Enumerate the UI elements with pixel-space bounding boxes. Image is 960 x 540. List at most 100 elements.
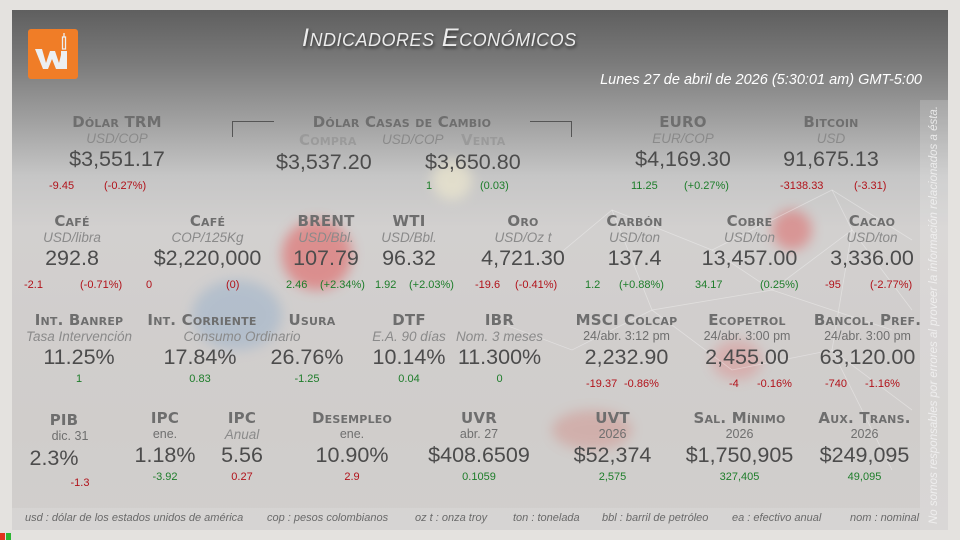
indicator-change: -740 (825, 378, 848, 390)
indicator-unit: Nom. 3 meses (455, 329, 544, 344)
indicator-change-pct: (+0.88%) (619, 279, 664, 291)
indicator-title: UVT (595, 409, 630, 427)
indicator-title: UVR (461, 409, 497, 427)
indicator-value: 11.300% (457, 345, 542, 369)
indicator-change-pct: (+0.27%) (684, 180, 729, 192)
bokeh-decoration (772, 210, 812, 250)
indicator-unit: COP/125Kg (171, 230, 244, 245)
indicator-value: 2,455.00 (705, 345, 789, 369)
indicator-change: 2.46 (286, 279, 308, 291)
indicator-carbon: Carbón USD/ton 137.4 (592, 213, 677, 271)
indicator-value: 5.56 (221, 443, 263, 467)
indicator-title: Sal. Mínimo (693, 409, 786, 427)
indicator-unit: USD/Bbl. (381, 230, 437, 245)
indicator-change: 2,575 (598, 471, 627, 483)
indicator-unit: Tasa Intervención (25, 329, 133, 344)
wi-candlestick-logo-icon (35, 33, 67, 69)
indicator-change: 49,095 (847, 471, 882, 483)
indicator-dolar-casas: Dólar Casas de Cambio (272, 114, 532, 131)
indicator-value: 96.32 (382, 246, 436, 270)
indicator-timestamp: 24/abr. 3:12 pm (583, 329, 670, 343)
indicator-uvr: UVR abr. 27 $408.6509 0.1059 (419, 410, 539, 484)
indicator-date: 2026 (725, 427, 754, 441)
indicator-value: 63,120.00 (819, 345, 916, 369)
indicator-salario-minimo: Sal. Mínimo 2026 $1,750,905 327,405 (677, 410, 802, 484)
indicator-title: DTF (392, 311, 426, 329)
indicator-change: 34.17 (695, 279, 723, 291)
indicator-euro: EURO EUR/COP $4,169.30 (618, 114, 748, 172)
indicator-unit: USD/libra (43, 230, 101, 245)
indicator-value: $1,750,905 (685, 443, 794, 467)
indicator-title: Aux. Trans. (818, 409, 911, 427)
indicator-cafe-cop: Café COP/125Kg $2,220,000 (145, 213, 270, 271)
compra-label: Compra (299, 131, 357, 149)
indicator-value: $3,551.17 (69, 147, 165, 171)
indicator-int-corriente: Int. Corriente (142, 312, 262, 329)
legend-item: nom : nominal (850, 512, 920, 524)
indicator-change: 0.04 (398, 373, 420, 385)
indicator-ipc-mensual: IPC ene. 1.18% -3.92 (120, 410, 210, 484)
bokeh-decoration (282, 220, 352, 290)
indicator-change: 327,405 (719, 471, 760, 483)
bracket-right (530, 121, 572, 137)
indicator-value: 2.3% (29, 446, 79, 470)
indicator-value: 17.84% (163, 345, 237, 369)
indicator-oro: Oro USD/Oz t 4,721.30 (468, 213, 578, 271)
indicator-date: abr. 27 (459, 427, 499, 441)
indicator-value: $2,220,000 (153, 246, 262, 270)
bokeh-decoration (712, 340, 762, 380)
indicator-cacao: Cacao USD/ton 3,336.00 (817, 213, 927, 271)
indicator-change-pct: (+2.34%) (320, 279, 365, 291)
indicator-timestamp: 24/abr. 3:00 pm (824, 329, 911, 343)
indicator-title: Int. Corriente (147, 311, 257, 329)
legend-item: oz t : onza troy (415, 512, 488, 524)
indicator-change-pct: (-0.41%) (515, 279, 558, 291)
indicator-cobre: Cobre USD/ton 13,457.00 (692, 213, 807, 271)
indicator-title: BRENT (297, 212, 355, 230)
indicator-change: 0.27 (231, 471, 253, 483)
indicator-change: -3138.33 (780, 180, 824, 192)
indicator-change: 1 (426, 180, 433, 192)
bokeh-decoration (192, 280, 282, 350)
indicator-value: 1.18% (134, 443, 196, 467)
indicator-change-pct: (0.03) (480, 180, 509, 192)
indicator-change: 2.9 (344, 471, 360, 483)
indicator-change-pct: -0.86% (624, 378, 659, 390)
flag-stripe-red (0, 533, 5, 540)
indicator-change: -19.6 (475, 279, 501, 291)
legend-item: ton : tonelada (513, 512, 580, 524)
indicator-change: -1.25 (294, 373, 320, 385)
indicator-title: IPC (150, 409, 180, 427)
indicator-value: 10.90% (315, 443, 389, 467)
indicator-change: -1.3 (70, 477, 90, 489)
indicator-bancolombia: Bancol. Pref. 24/abr. 3:00 pm 63,120.00 (810, 312, 925, 370)
indicator-change-pct: (0) (226, 279, 240, 291)
indicator-change: 1 (75, 373, 83, 385)
indicator-change-pct: (0.25%) (760, 279, 799, 291)
indicator-dolar-trm: Dólar TRM USD/COP $3,551.17 (52, 114, 182, 172)
indicator-value: $249,095 (819, 443, 910, 467)
indicator-date: ene. (339, 427, 365, 441)
indicator-desempleo: Desempleo ene. 10.90% 2.9 (297, 410, 407, 484)
indicator-title: Café (54, 212, 90, 230)
indicator-value: 4,721.30 (481, 246, 565, 270)
indicator-title: EURO (659, 113, 707, 131)
indicator-value: 3,336.00 (830, 246, 914, 270)
indicator-change-pct: (-0.27%) (104, 180, 147, 192)
indicator-ipc-anual: IPC Anual 5.56 0.27 (202, 410, 282, 484)
indicator-usura-values: 26.76% -1.25 (257, 344, 357, 386)
indicator-wti: WTI USD/Bbl. 96.32 (374, 213, 444, 271)
indicator-change-pct: (-3.31) (854, 180, 887, 192)
indicator-value: 107.79 (293, 246, 359, 270)
indicator-change: -9.45 (49, 180, 75, 192)
indicator-change: 1.92 (375, 279, 397, 291)
indicator-change: 0.83 (189, 373, 211, 385)
indicator-value: 10.14% (372, 345, 446, 369)
indicator-colcap: MSCI Colcap 24/abr. 3:12 pm 2,232.90 (564, 312, 689, 370)
indicator-ibr: IBR Nom. 3 meses 11.300% 0 (442, 312, 557, 386)
indicator-uvt: UVT 2026 $52,374 2,575 (560, 410, 665, 484)
bracket-left (232, 121, 274, 137)
flag-stripe-green (6, 533, 11, 540)
indicator-change: 1.2 (585, 279, 601, 291)
indicator-title: Bancol. Pref. (813, 311, 922, 329)
